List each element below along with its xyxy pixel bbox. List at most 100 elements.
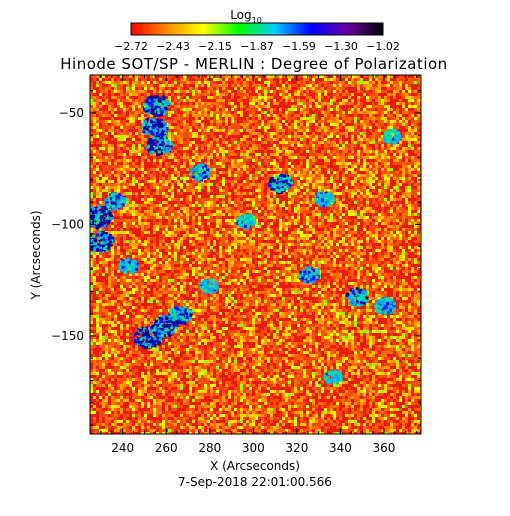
heatmap-cell — [408, 198, 411, 201]
heatmap-cell — [357, 159, 360, 162]
heatmap-cell — [267, 144, 270, 147]
heatmap-cell — [399, 111, 402, 114]
heatmap-cell — [300, 195, 303, 198]
heatmap-cell — [132, 108, 135, 111]
heatmap-cell — [222, 207, 225, 210]
heatmap-cell — [378, 84, 381, 87]
heatmap-cell — [315, 96, 318, 99]
heatmap-cell — [336, 105, 339, 108]
heatmap-cell — [315, 162, 318, 165]
heatmap-cell — [141, 114, 144, 117]
heatmap-cell — [339, 189, 342, 192]
heatmap-cell — [285, 156, 288, 159]
heatmap-cell — [186, 195, 189, 198]
heatmap-cell — [213, 135, 216, 138]
heatmap-cell — [255, 120, 258, 123]
heatmap-cell — [402, 204, 405, 207]
heatmap-cell — [183, 135, 186, 138]
heatmap-cell — [405, 159, 408, 162]
heatmap-cell — [294, 186, 297, 189]
heatmap-cell — [288, 96, 291, 99]
heatmap-cell — [393, 114, 396, 117]
heatmap-cell — [240, 174, 243, 177]
heatmap-cell — [261, 111, 264, 114]
heatmap-cell — [261, 147, 264, 150]
heatmap-cell — [363, 105, 366, 108]
heatmap-cell — [144, 78, 147, 81]
heatmap-cell — [156, 189, 159, 192]
heatmap-cell — [321, 105, 324, 108]
heatmap-cell — [381, 96, 384, 99]
heatmap-cell — [348, 81, 351, 84]
heatmap-cell — [147, 207, 150, 210]
heatmap-cell — [147, 177, 150, 180]
heatmap-cell — [339, 177, 342, 180]
heatmap-cell — [417, 117, 420, 120]
heatmap-cell — [174, 132, 177, 135]
heatmap-cell — [309, 114, 312, 117]
heatmap-cell — [393, 126, 396, 129]
heatmap-cell — [150, 159, 153, 162]
heatmap-cell — [204, 117, 207, 120]
heatmap-cell — [345, 183, 348, 186]
heatmap-cell — [255, 150, 258, 153]
heatmap-cell — [348, 117, 351, 120]
heatmap-cell — [285, 114, 288, 117]
heatmap-cell — [417, 192, 420, 195]
heatmap-cell — [351, 78, 354, 81]
heatmap-cell — [195, 159, 198, 162]
heatmap-cell — [258, 192, 261, 195]
heatmap-cell — [372, 105, 375, 108]
heatmap-cell — [231, 117, 234, 120]
heatmap-cell — [144, 204, 147, 207]
heatmap-cell — [168, 165, 171, 168]
heatmap-cell — [237, 183, 240, 186]
heatmap-cell — [294, 99, 297, 102]
heatmap-cell — [96, 153, 99, 156]
heatmap-cell — [183, 129, 186, 132]
heatmap-cell — [249, 126, 252, 129]
heatmap-cell — [138, 138, 141, 141]
heatmap-cell — [141, 210, 144, 213]
heatmap-cell — [108, 159, 111, 162]
heatmap-cell — [156, 210, 159, 213]
heatmap-cell — [114, 114, 117, 117]
heatmap-cell — [402, 78, 405, 81]
heatmap-cell — [180, 120, 183, 123]
heatmap-cell — [234, 120, 237, 123]
heatmap-cell — [168, 117, 171, 120]
heatmap-cell — [369, 81, 372, 84]
heatmap-cell — [270, 105, 273, 108]
heatmap-cell — [231, 87, 234, 90]
heatmap-cell — [282, 159, 285, 162]
heatmap-cell — [240, 177, 243, 180]
heatmap-cell — [96, 180, 99, 183]
heatmap-cell — [405, 153, 408, 156]
heatmap-cell — [351, 189, 354, 192]
heatmap-cell — [198, 153, 201, 156]
heatmap-cell — [168, 192, 171, 195]
heatmap-cell — [168, 177, 171, 180]
heatmap-cell — [153, 183, 156, 186]
heatmap-cell — [135, 159, 138, 162]
heatmap-cell — [309, 78, 312, 81]
heatmap-cell — [243, 180, 246, 183]
heatmap-cell — [330, 87, 333, 90]
heatmap-cell — [372, 150, 375, 153]
heatmap-cell — [312, 207, 315, 210]
heatmap-cell — [132, 132, 135, 135]
heatmap-cell — [120, 96, 123, 99]
heatmap-cell — [315, 120, 318, 123]
heatmap-cell — [156, 174, 159, 177]
heatmap-cell — [123, 111, 126, 114]
heatmap-cell — [126, 114, 129, 117]
heatmap-cell — [144, 135, 147, 138]
heatmap-cell — [372, 120, 375, 123]
heatmap-cell — [318, 99, 321, 102]
heatmap-cell — [408, 186, 411, 189]
heatmap-cell — [369, 165, 372, 168]
heatmap-cell — [123, 165, 126, 168]
heatmap-cell — [222, 180, 225, 183]
heatmap-cell — [192, 210, 195, 213]
heatmap-cell — [330, 153, 333, 156]
